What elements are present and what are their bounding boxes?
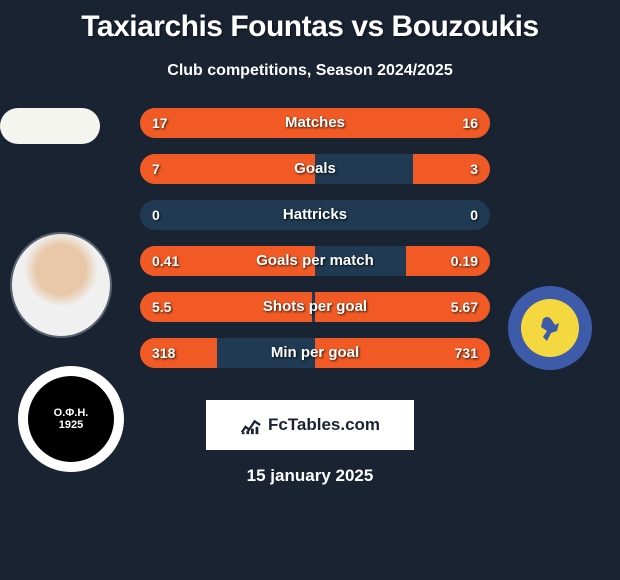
page-title: Taxiarchis Fountas vs Bouzoukis [0,0,620,44]
stat-row: 5.55.67Shots per goal [140,292,490,322]
stat-row: 00Hattricks [140,200,490,230]
club-badge-left-text: O.Φ.H. 1925 [54,407,89,431]
runner-icon [533,311,567,345]
stat-label: Matches [140,108,490,138]
stat-label: Goals [140,154,490,184]
stat-label: Min per goal [140,338,490,368]
club-badge-right [508,286,592,370]
badge-left-year: 1925 [59,419,83,431]
club-badge-left-inner: O.Φ.H. 1925 [28,376,114,462]
badge-left-name: O.Φ.H. [54,407,89,419]
stat-label: Shots per goal [140,292,490,322]
stat-bars: 1716Matches 73Goals 00Hattricks 0.410.19Goa… [140,108,490,384]
brand-text: FcTables.com [268,415,380,435]
date: 15 january 2025 [0,466,620,486]
stat-label: Hattricks [140,200,490,230]
player-right-avatar [0,108,100,144]
stat-row: 318731Min per goal [140,338,490,368]
club-badge-right-inner [521,299,579,357]
club-badge-left: O.Φ.H. 1925 [18,366,124,472]
stat-row: 73Goals [140,154,490,184]
brand-chart-icon [240,414,262,436]
subtitle: Club competitions, Season 2024/2025 [0,62,620,80]
brand-box: FcTables.com [206,400,414,450]
player-left-avatar [10,232,112,338]
stat-row: 0.410.19Goals per match [140,246,490,276]
stat-label: Goals per match [140,246,490,276]
stat-row: 1716Matches [140,108,490,138]
stats-area: O.Φ.H. 1925 1716Matches73Goals00Hattrick… [0,108,620,388]
